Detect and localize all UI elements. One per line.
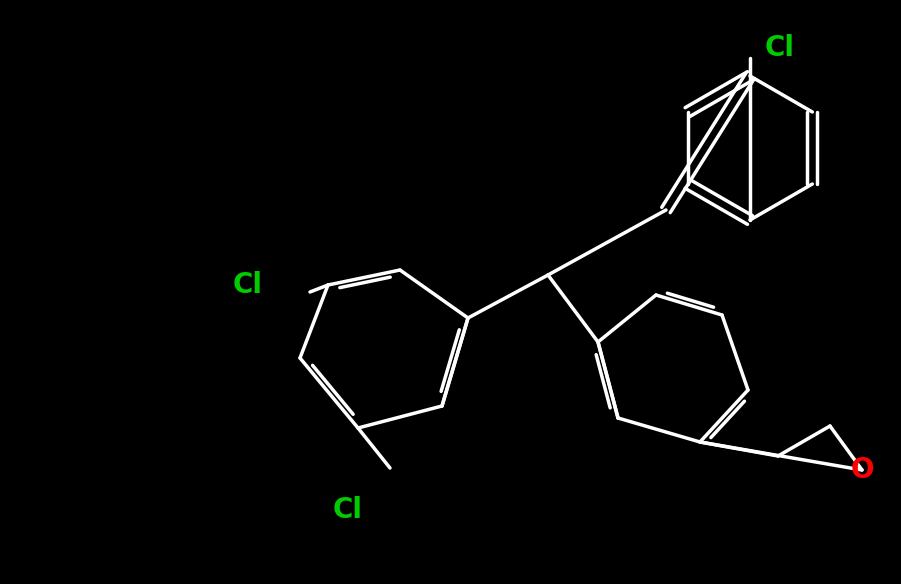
Text: O: O [851,456,874,484]
Text: Cl: Cl [333,496,363,524]
Text: Cl: Cl [765,34,795,62]
Text: Cl: Cl [233,271,263,299]
